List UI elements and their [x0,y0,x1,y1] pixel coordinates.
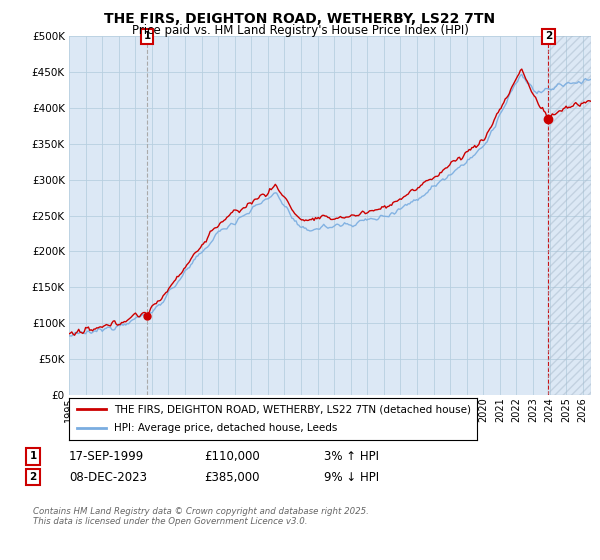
Text: 17-SEP-1999: 17-SEP-1999 [69,450,144,463]
Text: 9% ↓ HPI: 9% ↓ HPI [324,470,379,484]
Text: 2: 2 [545,31,552,41]
Text: 1: 1 [143,31,151,41]
Text: 08-DEC-2023: 08-DEC-2023 [69,470,147,484]
Text: 3% ↑ HPI: 3% ↑ HPI [324,450,379,463]
Text: Price paid vs. HM Land Registry's House Price Index (HPI): Price paid vs. HM Land Registry's House … [131,24,469,36]
Text: THE FIRS, DEIGHTON ROAD, WETHERBY, LS22 7TN (detached house): THE FIRS, DEIGHTON ROAD, WETHERBY, LS22 … [114,404,471,414]
Text: £385,000: £385,000 [204,470,260,484]
Text: HPI: Average price, detached house, Leeds: HPI: Average price, detached house, Leed… [114,423,337,433]
Text: 1: 1 [29,451,37,461]
Text: Contains HM Land Registry data © Crown copyright and database right 2025.
This d: Contains HM Land Registry data © Crown c… [33,507,369,526]
Text: 2: 2 [29,472,37,482]
Text: £110,000: £110,000 [204,450,260,463]
Text: THE FIRS, DEIGHTON ROAD, WETHERBY, LS22 7TN: THE FIRS, DEIGHTON ROAD, WETHERBY, LS22 … [104,12,496,26]
